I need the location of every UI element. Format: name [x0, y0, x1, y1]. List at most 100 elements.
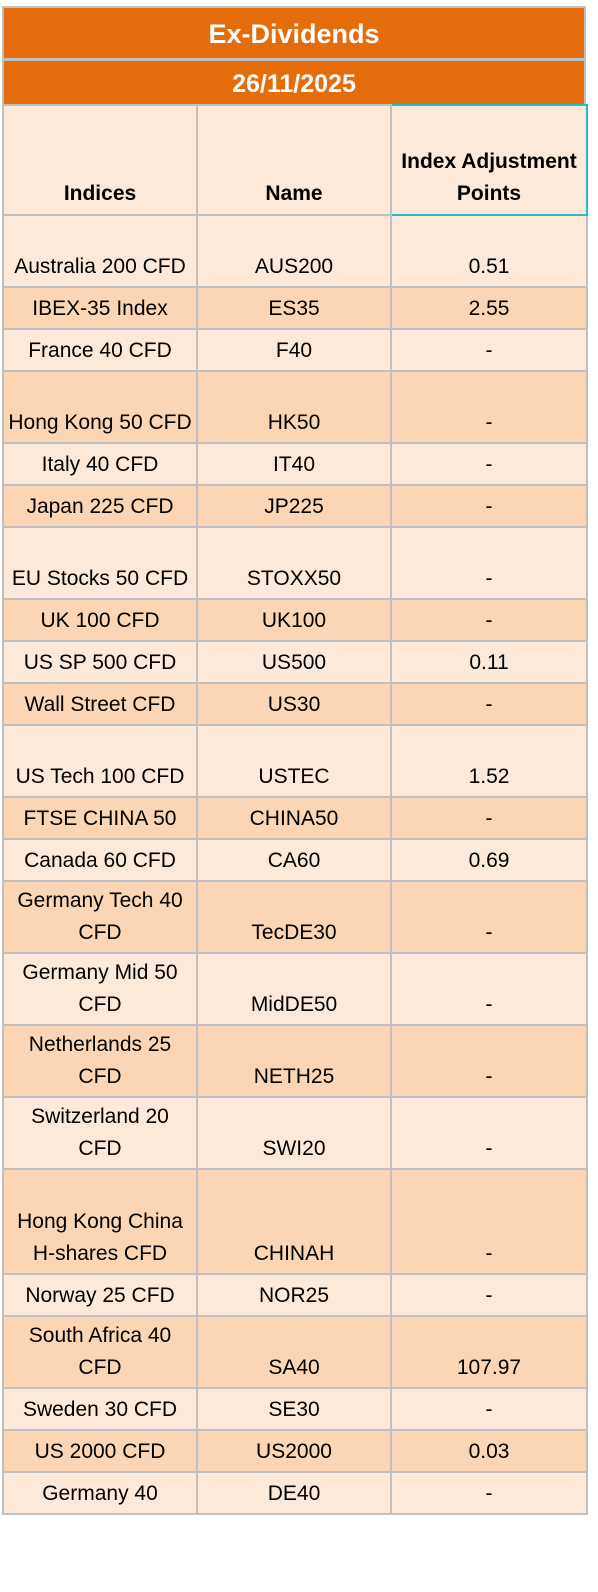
- points-cell[interactable]: -: [390, 442, 588, 486]
- index-cell[interactable]: Germany Mid 50 CFD: [2, 952, 198, 1026]
- ex-dividends-sheet: Ex-Dividends 26/11/2025 Indices Name Ind…: [2, 6, 588, 1515]
- symbol-cell[interactable]: CA60: [196, 838, 392, 882]
- index-cell[interactable]: Netherlands 25 CFD: [2, 1024, 198, 1098]
- sheet-title: Ex-Dividends: [2, 6, 586, 58]
- points-cell[interactable]: -: [390, 1471, 588, 1515]
- points-cell[interactable]: 0.11: [390, 640, 588, 684]
- points-cell[interactable]: -: [390, 952, 588, 1026]
- symbol-cell[interactable]: MidDE50: [196, 952, 392, 1026]
- table-row: EU Stocks 50 CFD STOXX50-: [2, 526, 588, 600]
- symbol-cell[interactable]: USTEC: [196, 724, 392, 798]
- table-row: Wall Street CFD US30-: [2, 682, 588, 726]
- table-row: US SP 500 CFD US500 0.11: [2, 640, 588, 684]
- index-cell[interactable]: Wall Street CFD: [2, 682, 198, 726]
- points-cell[interactable]: -: [390, 880, 588, 954]
- table-row: Netherlands 25 CFD NETH25-: [2, 1024, 588, 1098]
- symbol-cell[interactable]: SWI20: [196, 1096, 392, 1170]
- index-cell[interactable]: Canada 60 CFD: [2, 838, 198, 882]
- symbol-cell[interactable]: US500: [196, 640, 392, 684]
- table-row: Sweden 30 CFD SE30-: [2, 1387, 588, 1431]
- symbol-cell[interactable]: JP225: [196, 484, 392, 528]
- symbol-cell[interactable]: F40: [196, 328, 392, 372]
- points-cell[interactable]: -: [390, 1024, 588, 1098]
- header-row: Indices Name Index Adjustment Points: [2, 104, 588, 216]
- index-cell[interactable]: US Tech 100 CFD: [2, 724, 198, 798]
- index-cell[interactable]: US SP 500 CFD: [2, 640, 198, 684]
- symbol-cell[interactable]: CHINAH: [196, 1168, 392, 1275]
- table-row: Canada 60 CFD CA60 0.69: [2, 838, 588, 882]
- symbol-cell[interactable]: ES35: [196, 286, 392, 330]
- table-row: South Africa 40 CFD SA40 107.97: [2, 1315, 588, 1389]
- table-row: France 40 CFD F40-: [2, 328, 588, 372]
- points-cell[interactable]: -: [390, 1273, 588, 1317]
- symbol-cell[interactable]: NOR25: [196, 1273, 392, 1317]
- index-cell[interactable]: Switzerland 20 CFD: [2, 1096, 198, 1170]
- header-adjustment-points[interactable]: Index Adjustment Points: [390, 104, 588, 216]
- table-row: US Tech 100 CFD USTEC 1.52: [2, 724, 588, 798]
- symbol-cell[interactable]: CHINA50: [196, 796, 392, 840]
- table-row: FTSE CHINA 50 CHINA50-: [2, 796, 588, 840]
- table-row: Germany Tech 40 CFD TecDE30-: [2, 880, 588, 954]
- table-row: Germany Mid 50 CFD MidDE50-: [2, 952, 588, 1026]
- symbol-cell[interactable]: US30: [196, 682, 392, 726]
- index-cell[interactable]: Germany 40: [2, 1471, 198, 1515]
- points-cell[interactable]: -: [390, 370, 588, 444]
- dividends-table: Indices Name Index Adjustment Points Aus…: [2, 104, 588, 1515]
- points-cell[interactable]: 107.97: [390, 1315, 588, 1389]
- table-row: UK 100 CFD UK100-: [2, 598, 588, 642]
- sheet-date: 26/11/2025: [2, 58, 586, 104]
- points-cell[interactable]: -: [390, 484, 588, 528]
- points-cell[interactable]: 0.69: [390, 838, 588, 882]
- symbol-cell[interactable]: AUS200: [196, 214, 392, 288]
- table-row: Hong Kong 50 CFD HK50-: [2, 370, 588, 444]
- points-cell[interactable]: 0.51: [390, 214, 588, 288]
- points-cell[interactable]: -: [390, 1387, 588, 1431]
- index-cell[interactable]: Sweden 30 CFD: [2, 1387, 198, 1431]
- points-cell[interactable]: -: [390, 1096, 588, 1170]
- points-cell[interactable]: -: [390, 1168, 588, 1275]
- symbol-cell[interactable]: SE30: [196, 1387, 392, 1431]
- index-cell[interactable]: FTSE CHINA 50: [2, 796, 198, 840]
- index-cell[interactable]: US 2000 CFD: [2, 1429, 198, 1473]
- points-cell[interactable]: -: [390, 598, 588, 642]
- index-cell[interactable]: Germany Tech 40 CFD: [2, 880, 198, 954]
- table-row: IBEX-35 Index ES35 2.55: [2, 286, 588, 330]
- points-cell[interactable]: -: [390, 682, 588, 726]
- index-cell[interactable]: Japan 225 CFD: [2, 484, 198, 528]
- index-cell[interactable]: Australia 200 CFD: [2, 214, 198, 288]
- symbol-cell[interactable]: DE40: [196, 1471, 392, 1515]
- header-name: Name: [196, 104, 392, 216]
- table-body: Australia 200 CFD AUS200 0.51 IBEX-35 Index…: [2, 214, 588, 1515]
- index-cell[interactable]: EU Stocks 50 CFD: [2, 526, 198, 600]
- index-cell[interactable]: Hong Kong China H-shares CFD: [2, 1168, 198, 1275]
- symbol-cell[interactable]: TecDE30: [196, 880, 392, 954]
- symbol-cell[interactable]: NETH25: [196, 1024, 392, 1098]
- points-cell[interactable]: 1.52: [390, 724, 588, 798]
- symbol-cell[interactable]: SA40: [196, 1315, 392, 1389]
- points-cell[interactable]: -: [390, 526, 588, 600]
- header-indices: Indices: [2, 104, 198, 216]
- index-cell[interactable]: Italy 40 CFD: [2, 442, 198, 486]
- points-cell[interactable]: 2.55: [390, 286, 588, 330]
- symbol-cell[interactable]: US2000: [196, 1429, 392, 1473]
- index-cell[interactable]: IBEX-35 Index: [2, 286, 198, 330]
- table-row: Australia 200 CFD AUS200 0.51: [2, 214, 588, 288]
- index-cell[interactable]: Hong Kong 50 CFD: [2, 370, 198, 444]
- index-cell[interactable]: South Africa 40 CFD: [2, 1315, 198, 1389]
- index-cell[interactable]: UK 100 CFD: [2, 598, 198, 642]
- points-cell[interactable]: -: [390, 328, 588, 372]
- table-row: Japan 225 CFD JP225-: [2, 484, 588, 528]
- points-cell[interactable]: 0.03: [390, 1429, 588, 1473]
- symbol-cell[interactable]: HK50: [196, 370, 392, 444]
- index-cell[interactable]: France 40 CFD: [2, 328, 198, 372]
- table-row: US 2000 CFD US2000 0.03: [2, 1429, 588, 1473]
- table-row: Switzerland 20 CFD SWI20-: [2, 1096, 588, 1170]
- index-cell[interactable]: Norway 25 CFD: [2, 1273, 198, 1317]
- symbol-cell[interactable]: IT40: [196, 442, 392, 486]
- table-row: Norway 25 CFD NOR25-: [2, 1273, 588, 1317]
- symbol-cell[interactable]: UK100: [196, 598, 392, 642]
- symbol-cell[interactable]: STOXX50: [196, 526, 392, 600]
- points-cell[interactable]: -: [390, 796, 588, 840]
- table-row: Germany 40 DE40-: [2, 1471, 588, 1515]
- table-row: Hong Kong China H-shares CFD CHINAH -: [2, 1168, 588, 1275]
